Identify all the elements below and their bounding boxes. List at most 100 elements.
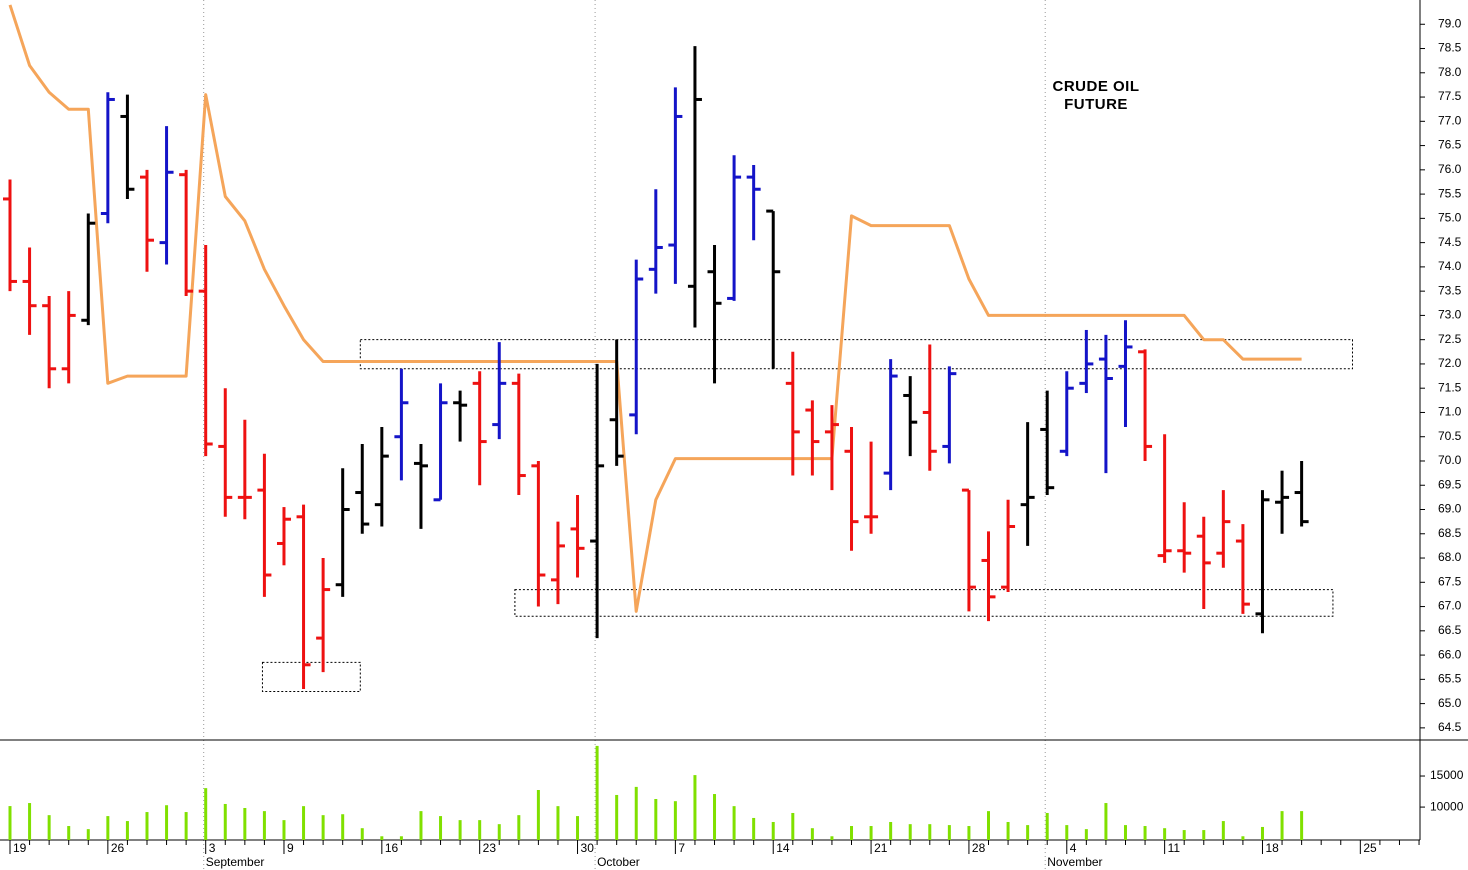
- zone-box: [261, 661, 361, 692]
- volume-bar: [125, 821, 129, 840]
- y-tick-label: 69.0: [1438, 502, 1462, 516]
- volume-bar: [556, 806, 560, 840]
- volume-bar: [380, 836, 384, 840]
- volume-bar: [478, 820, 482, 840]
- volume-bar: [1260, 826, 1264, 840]
- volume-bar: [262, 811, 266, 840]
- volume-tick-label: 15000: [1430, 768, 1464, 782]
- y-tick-label: 66.0: [1438, 647, 1462, 661]
- volume-bar: [713, 794, 717, 840]
- y-tick-label: 70.5: [1438, 429, 1462, 443]
- volume-bar: [1202, 830, 1206, 840]
- volume-bar: [86, 829, 90, 840]
- volume-bar: [634, 786, 638, 840]
- volume-bar: [928, 824, 932, 840]
- x-tick-label: 26: [111, 841, 125, 855]
- y-tick-label: 75.0: [1438, 211, 1462, 225]
- y-tick-label: 68.5: [1438, 526, 1462, 540]
- volume-bar: [536, 790, 540, 840]
- volume-bar: [595, 745, 599, 840]
- x-tick-label: 18: [1265, 841, 1279, 855]
- volume-bar: [204, 788, 208, 840]
- volume-bar: [967, 826, 971, 840]
- y-tick-label: 73.0: [1438, 308, 1462, 322]
- volume-tick-label: 10000: [1430, 799, 1464, 813]
- x-tick-label: 30: [581, 841, 595, 855]
- zone-box: [514, 589, 1334, 617]
- volume-bar: [1084, 829, 1088, 840]
- volume-bar: [752, 817, 756, 840]
- volume-bar: [1104, 803, 1108, 840]
- y-tick-label: 72.5: [1438, 332, 1462, 346]
- y-tick-label: 72.0: [1438, 356, 1462, 370]
- month-label: November: [1047, 855, 1102, 869]
- volume-bar: [908, 824, 912, 840]
- volume-bar: [889, 821, 893, 840]
- volume-bar: [1123, 825, 1127, 840]
- volume-bar: [47, 815, 51, 840]
- volume-bar: [810, 828, 814, 840]
- volume-bar: [145, 812, 149, 840]
- volume-bar: [282, 820, 286, 840]
- y-tick-label: 76.5: [1438, 138, 1462, 152]
- x-tick-label: 9: [287, 841, 294, 855]
- y-tick-label: 78.0: [1438, 65, 1462, 79]
- volume-bar: [399, 836, 403, 840]
- x-tick-label: 14: [776, 841, 790, 855]
- volume-bar: [1006, 821, 1010, 840]
- x-tick-label: 25: [1363, 841, 1377, 855]
- volume-bar: [1143, 826, 1147, 840]
- x-tick-label: 4: [1070, 841, 1077, 855]
- volume-bar: [165, 805, 169, 840]
- volume-bar: [1182, 830, 1186, 840]
- volume-bar: [497, 824, 501, 840]
- volume-bar: [869, 826, 873, 840]
- volume-bar: [576, 816, 580, 840]
- y-tick-label: 78.5: [1438, 41, 1462, 55]
- y-tick-label: 67.5: [1438, 574, 1462, 588]
- x-tick-label: 11: [1168, 841, 1181, 855]
- volume-bar: [693, 775, 697, 840]
- zone-box: [359, 339, 1354, 370]
- volume-bar: [439, 816, 443, 840]
- volume-bar: [223, 803, 227, 840]
- volume-bar: [1241, 836, 1245, 840]
- y-tick-label: 65.5: [1438, 672, 1462, 686]
- y-tick-label: 74.5: [1438, 235, 1462, 249]
- volume-bar: [654, 799, 658, 840]
- y-tick-label: 68.0: [1438, 550, 1462, 564]
- y-tick-label: 64.5: [1438, 720, 1462, 734]
- y-tick-label: 70.0: [1438, 453, 1462, 467]
- overlay-line: [8, 4, 1302, 613]
- y-tick-label: 76.0: [1438, 162, 1462, 176]
- y-tick-label: 74.0: [1438, 259, 1462, 273]
- volume-bar: [1280, 811, 1284, 840]
- x-tick-label: 16: [385, 841, 399, 855]
- y-tick-label: 65.0: [1438, 696, 1462, 710]
- y-tick-label: 75.5: [1438, 186, 1462, 200]
- x-tick-label: 23: [483, 841, 497, 855]
- volume-bar: [302, 806, 306, 840]
- volume-bar: [28, 803, 32, 840]
- y-tick-label: 66.5: [1438, 623, 1462, 637]
- y-tick-label: 77.0: [1438, 113, 1462, 127]
- volume-bar: [830, 836, 834, 840]
- volume-bar: [321, 815, 325, 840]
- volume-bar: [615, 794, 619, 840]
- volume-bar: [8, 806, 12, 840]
- volume-bar: [1221, 821, 1225, 840]
- x-tick-label: 3: [209, 841, 216, 855]
- volume-bar: [360, 828, 364, 840]
- x-tick-label: 7: [678, 841, 685, 855]
- volume-bar: [1300, 811, 1304, 840]
- y-tick-label: 69.5: [1438, 477, 1462, 491]
- volume-bar: [791, 812, 795, 840]
- volume-bar: [458, 820, 462, 840]
- x-tick-label: 19: [13, 841, 27, 855]
- volume-bar: [341, 814, 345, 840]
- volume-bar: [106, 816, 110, 840]
- y-tick-label: 73.5: [1438, 283, 1462, 297]
- volume-bar: [850, 826, 854, 840]
- volume-bar: [517, 815, 521, 840]
